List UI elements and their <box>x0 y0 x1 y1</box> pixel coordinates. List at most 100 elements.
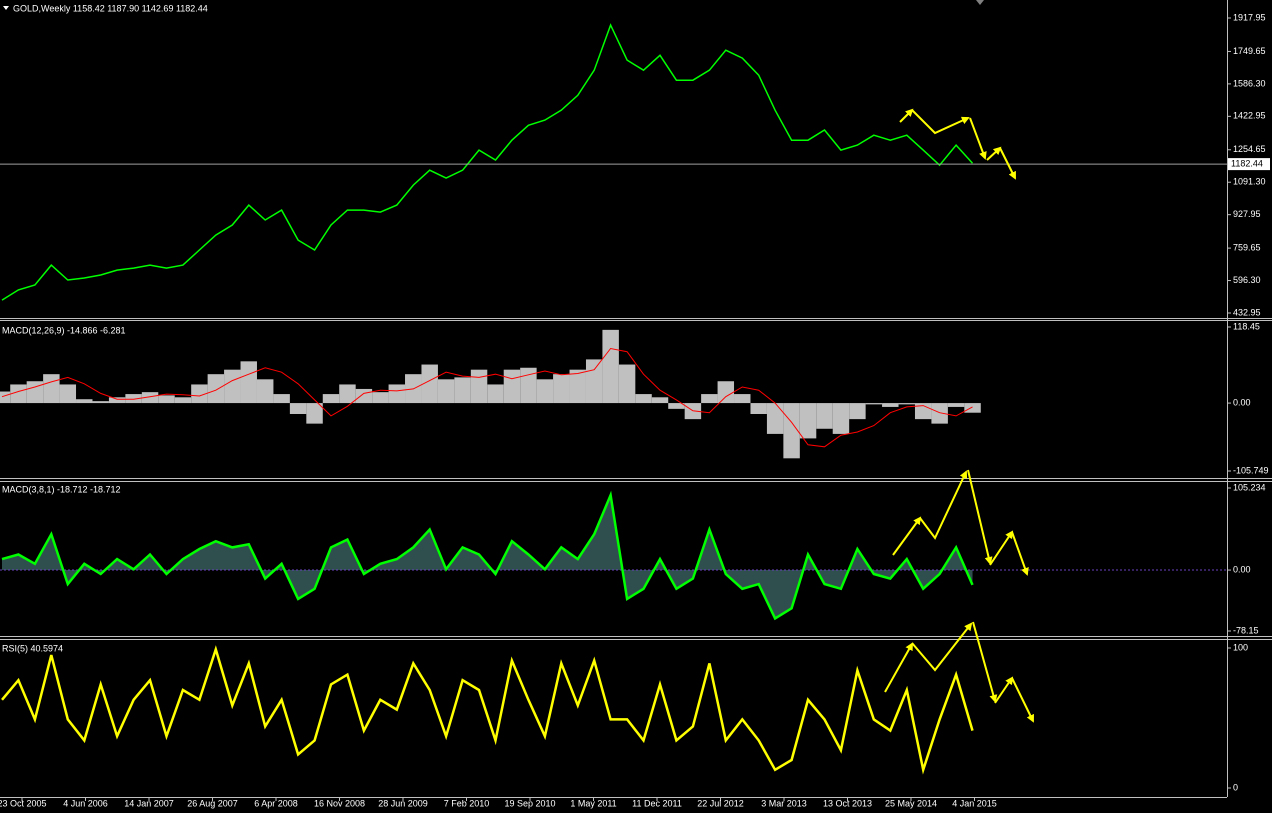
histogram-bar <box>569 369 586 404</box>
histogram-bar <box>388 384 406 404</box>
histogram-bar <box>372 392 389 404</box>
histogram-bar <box>651 397 669 404</box>
histogram-bar <box>602 329 619 404</box>
x-tick-label: 7 Feb 2010 <box>444 798 490 808</box>
histogram-bar <box>454 377 471 404</box>
x-tick-label: 13 Oct 2013 <box>823 798 872 808</box>
y-tick-label: -78.15 <box>1233 625 1259 635</box>
histogram-bar <box>882 403 899 407</box>
histogram-bar <box>553 374 570 404</box>
oscillator-area <box>2 495 973 619</box>
histogram-bar <box>256 379 274 404</box>
arrow <box>994 676 1014 704</box>
x-tick-label: 22 Jul 2012 <box>697 798 744 808</box>
histogram-bar <box>717 381 735 404</box>
y-tick-label: 1749.65 <box>1233 46 1266 56</box>
y-tick-label: 100 <box>1233 642 1248 652</box>
histogram-bar <box>76 399 93 404</box>
histogram-bar <box>832 403 850 434</box>
y-tick-label: 1586.30 <box>1233 78 1266 88</box>
histogram-bar <box>470 369 488 404</box>
histogram-bar <box>750 403 767 414</box>
histogram-bar <box>174 397 192 404</box>
arrow <box>884 642 913 693</box>
histogram-bar <box>585 359 603 404</box>
histogram-bar <box>503 369 521 404</box>
histogram-bar <box>816 403 833 429</box>
arrow <box>989 530 1014 566</box>
x-tick-label: 4 Jun 2006 <box>63 798 108 808</box>
histogram-bar <box>240 361 257 404</box>
rsi-line <box>1 645 974 775</box>
y-tick-label: 432.95 <box>1233 307 1261 317</box>
oscillator-line <box>1 490 974 621</box>
last-price-box <box>1228 158 1270 171</box>
y-tick-label: 596.30 <box>1233 275 1261 285</box>
histogram-bar <box>635 394 652 404</box>
histogram-bar <box>224 369 241 404</box>
histogram-bar <box>158 395 175 404</box>
histogram-bar <box>734 394 751 404</box>
histogram-bar <box>355 388 373 404</box>
y-tick-label: 0.00 <box>1233 564 1251 574</box>
histogram-bar <box>849 403 866 420</box>
histogram-bar <box>520 367 537 404</box>
arrow <box>911 622 973 672</box>
x-tick-label: 25 May 2014 <box>885 798 937 808</box>
histogram-bar <box>306 403 323 424</box>
histogram-bar <box>618 364 636 404</box>
y-tick-label: 1917.95 <box>1233 12 1266 22</box>
x-tick-label: 28 Jun 2009 <box>378 798 428 808</box>
histogram-bar <box>931 403 948 424</box>
y-tick-label: 1091.30 <box>1233 177 1266 187</box>
histogram-bar <box>141 392 159 404</box>
histogram-bar <box>191 384 208 404</box>
histogram-bar <box>964 403 981 413</box>
arrow <box>967 469 993 565</box>
y-tick-label: 927.95 <box>1233 209 1261 219</box>
histogram-bar <box>487 384 504 404</box>
histogram-bar <box>125 394 142 404</box>
shift-marker <box>976 0 984 5</box>
arrow <box>911 109 970 135</box>
histogram-bar <box>26 381 44 404</box>
histogram-bar <box>108 397 126 404</box>
x-tick-label: 26 Aug 2007 <box>187 798 238 808</box>
x-tick-label: 11 Dec 2011 <box>632 798 682 808</box>
histogram-bar <box>43 374 60 404</box>
arrow <box>999 147 1016 180</box>
arrow <box>919 470 968 540</box>
panel-title: MACD(3,8,1) -18.712 -18.712 <box>2 484 121 494</box>
x-tick-label: 3 Mar 2013 <box>761 798 807 808</box>
x-tick-label: 19 Sep 2010 <box>504 798 555 808</box>
histogram-bar <box>339 384 356 404</box>
last-price-label: 1182.44 <box>1231 158 1263 168</box>
histogram-bar <box>898 403 915 405</box>
arrow <box>1011 677 1034 723</box>
histogram-bar <box>92 401 109 404</box>
panel-title: GOLD,Weekly 1158.42 1187.90 1142.69 1182… <box>13 3 208 13</box>
y-tick-label: 105.234 <box>1233 482 1266 492</box>
x-tick-label: 14 Jan 2007 <box>124 798 174 808</box>
histogram-bar <box>947 403 965 407</box>
histogram-bar <box>289 403 307 414</box>
histogram-bar <box>207 374 225 404</box>
histogram-bar <box>766 403 784 434</box>
histogram-bar <box>668 403 685 409</box>
y-tick-label: -105.749 <box>1233 465 1269 475</box>
histogram-bar <box>322 394 340 404</box>
x-tick-label: 4 Jan 2015 <box>952 798 997 808</box>
arrow <box>1011 531 1029 576</box>
annotation-arrows <box>884 108 1034 723</box>
histogram-bar <box>536 379 554 404</box>
x-tick-label: 23 Oct 2005 <box>0 798 47 808</box>
histogram-bar <box>0 391 11 404</box>
y-tick-label: 118.45 <box>1233 321 1260 331</box>
x-tick-label: 1 May 2011 <box>570 798 616 808</box>
y-tick-label: 759.65 <box>1233 242 1261 252</box>
histogram-bar <box>59 384 77 404</box>
signal-line <box>1 347 973 448</box>
histogram-bar <box>437 379 455 404</box>
